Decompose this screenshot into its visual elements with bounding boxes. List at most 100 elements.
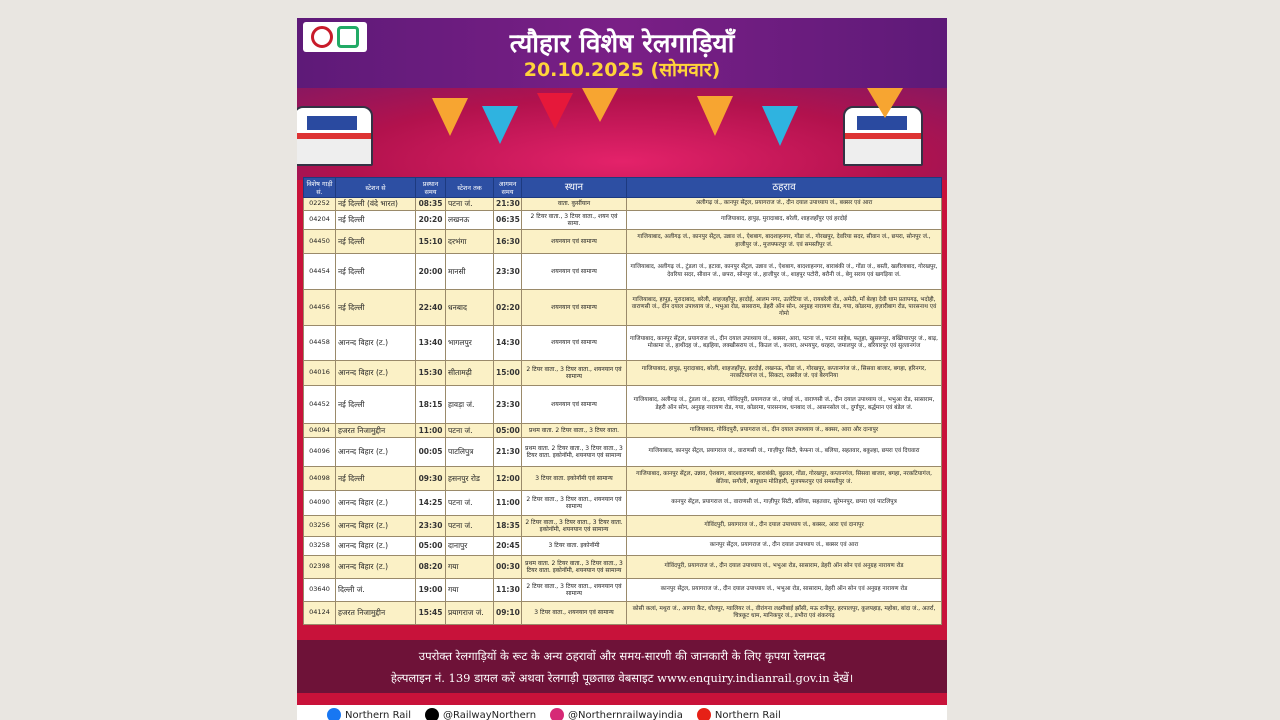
train-number-cell: 04094: [303, 423, 336, 438]
festival-special-trains-poster: त्यौहार विशेष रेलगाड़ियाँ 20.10.2025 (सो…: [297, 18, 947, 720]
from-station-cell: नई दिल्ली: [335, 210, 416, 230]
column-header: स्थान: [521, 177, 627, 198]
column-header: आगमन समय: [493, 177, 522, 198]
table-row: 04016 आनन्द विहार (ट.) 15:30 सीतामढ़ी 15:00 2…: [303, 360, 942, 386]
to-station-cell: पटना जं.: [445, 490, 494, 516]
from-station-cell: हजरत निजामुद्दीन: [335, 601, 416, 625]
to-station-cell: पटना जं.: [445, 423, 494, 438]
to-station-cell: पाटलिपुत्र: [445, 437, 494, 467]
from-station-cell: आनन्द विहार (ट.): [335, 490, 416, 516]
coach-class-cell: 2 टियर वाता., 3 टियर वाता., शयनयान एवं स…: [521, 360, 627, 386]
bunting-flag-icon: [762, 106, 798, 146]
arrival-time-cell: 16:30: [493, 229, 522, 254]
to-station-cell: पटना जं.: [445, 515, 494, 537]
departure-time-cell: 08:35: [415, 197, 446, 211]
stoppages-cell: गाजियाबाद, कानपुर सेंट्रल, उन्नाव, ऐशबाग…: [626, 466, 942, 491]
train-number-cell: 02398: [303, 555, 336, 579]
stoppages-cell: गाजियाबाद, हापुड़, मुरादाबाद, बरेली, शाह…: [626, 360, 942, 386]
arrival-time-cell: 11:30: [493, 578, 522, 602]
departure-time-cell: 09:30: [415, 466, 446, 491]
train-number-cell: 03640: [303, 578, 336, 602]
poster-title: त्यौहार विशेष रेलगाड़ियाँ: [509, 29, 735, 59]
coach-class-cell: 2 टियर वाता., 3 टियर वाता., शयनयान एवं स…: [521, 490, 627, 516]
departure-time-cell: 19:00: [415, 578, 446, 602]
arrival-time-cell: 05:00: [493, 423, 522, 438]
train-engine-left-icon: [297, 106, 373, 166]
train-number-cell: 02252: [303, 197, 336, 211]
table-row: 04456 नई दिल्ली 22:40 धनबाद 02:20 शयनयान एवं …: [303, 289, 942, 326]
departure-time-cell: 08:20: [415, 555, 446, 579]
column-header: स्टेशन से: [335, 177, 416, 198]
table-row: 02252 नई दिल्ली (वंदे भारत) 08:35 पटना जं. 2…: [303, 197, 942, 211]
stoppages-cell: गाजियाबाद, हापुड़, मुरादाबाद, बरेली, शाह…: [626, 289, 942, 326]
coach-class-cell: शयनयान एवं सामान्य: [521, 325, 627, 361]
table-row: 04094 हजरत निजामुद्दीन 11:00 पटना जं. 05:00 प…: [303, 423, 942, 438]
from-station-cell: नई दिल्ली (वंदे भारत): [335, 197, 416, 211]
arrival-time-cell: 23:30: [493, 385, 522, 424]
coach-class-cell: शयनयान एवं सामान्य: [521, 289, 627, 326]
to-station-cell: पटना जं.: [445, 197, 494, 211]
departure-time-cell: 20:00: [415, 253, 446, 290]
indian-railways-logo-icon: [311, 26, 333, 48]
bunting-flag-icon: [432, 98, 468, 136]
train-number-cell: 04454: [303, 253, 336, 290]
arrival-time-cell: 11:00: [493, 490, 522, 516]
stoppages-cell: गाजियाबाद, कानपुर सेंट्रल, प्रयागराज जं.…: [626, 437, 942, 467]
stoppages-cell: गोविंदपुरी, प्रयागराज जं., दीन दयाल उपाध…: [626, 555, 942, 579]
coach-class-cell: 3 टियर वाता. इकोनॉमी एवं सामान्य: [521, 466, 627, 491]
from-station-cell: आनन्द विहार (ट.): [335, 536, 416, 556]
departure-time-cell: 20:20: [415, 210, 446, 230]
social-link[interactable]: @Northernrailwayindia: [550, 708, 683, 720]
coach-class-cell: शयनयान एवं सामान्य: [521, 229, 627, 254]
social-link[interactable]: Northern Rail: [327, 708, 411, 720]
trains-table: विशेष गाड़ी सं. स्टेशन से प्रस्थान समय स्टे…: [303, 177, 942, 625]
to-station-cell: गया: [445, 555, 494, 579]
bunting-flag-icon: [537, 93, 573, 129]
to-station-cell: मानसी: [445, 253, 494, 290]
departure-time-cell: 14:25: [415, 490, 446, 516]
column-header: प्रस्थान समय: [415, 177, 446, 198]
table-row: 04450 नई दिल्ली 15:10 दरभंगा 16:30 शयनयान एवं…: [303, 229, 942, 254]
from-station-cell: आनन्द विहार (ट.): [335, 515, 416, 537]
table-row: 04454 नई दिल्ली 20:00 मानसी 23:30 शयनयान एवं …: [303, 253, 942, 290]
departure-time-cell: 15:45: [415, 601, 446, 625]
table-row: 03256 आनन्द विहार (ट.) 23:30 पटना जं. 18:35 2…: [303, 515, 942, 537]
g20-logo-icon: [337, 26, 359, 48]
from-station-cell: आनन्द विहार (ट.): [335, 555, 416, 579]
to-station-cell: सीतामढ़ी: [445, 360, 494, 386]
arrival-time-cell: 15:00: [493, 360, 522, 386]
coach-class-cell: 2 टियर वाता., 3 टियर वाता., शयनयान एवं स…: [521, 578, 627, 602]
table-row: 03258 आनन्द विहार (ट.) 05:00 दानापुर 20:45 3 …: [303, 536, 942, 556]
to-station-cell: दानापुर: [445, 536, 494, 556]
train-number-cell: 04456: [303, 289, 336, 326]
table-row: 04096 आनन्द विहार (ट.) 00:05 पाटलिपुत्र 21:3…: [303, 437, 942, 467]
bunting-flag-icon: [697, 96, 733, 136]
to-station-cell: हसनपुर रोड: [445, 466, 494, 491]
from-station-cell: नई दिल्ली: [335, 289, 416, 326]
stoppages-cell: गाजियाबाद, गोविंदपुरी, प्रयागराज जं., दी…: [626, 423, 942, 438]
from-station-cell: नई दिल्ली: [335, 253, 416, 290]
stoppages-cell: गाजियाबाद, अलीगढ़ जं., टुंडला जं., इटावा…: [626, 253, 942, 290]
train-number-cell: 04458: [303, 325, 336, 361]
departure-time-cell: 05:00: [415, 536, 446, 556]
arrival-time-cell: 20:45: [493, 536, 522, 556]
arrival-time-cell: 00:30: [493, 555, 522, 579]
to-station-cell: प्रयागराज जं.: [445, 601, 494, 625]
coach-class-cell: शयनयान एवं सामान्य: [521, 385, 627, 424]
departure-time-cell: 00:05: [415, 437, 446, 467]
train-number-cell: 03256: [303, 515, 336, 537]
from-station-cell: आनन्द विहार (ट.): [335, 360, 416, 386]
social-handle: Northern Rail: [714, 710, 781, 720]
column-header: ठहराव: [626, 177, 942, 198]
to-station-cell: भागलपुर: [445, 325, 494, 361]
social-link[interactable]: Northern Rail: [696, 708, 781, 720]
arrival-time-cell: 21:30: [493, 197, 522, 211]
table-row: 04090 आनन्द विहार (ट.) 14:25 पटना जं. 11:00 2…: [303, 490, 942, 516]
table-row: 04098 नई दिल्ली 09:30 हसनपुर रोड 12:00 3 टियर…: [303, 466, 942, 491]
stoppages-cell: कानपुर सेंट्रल, प्रयागराज जं., वाराणसी ज…: [626, 490, 942, 516]
table-row: 04124 हजरत निजामुद्दीन 15:45 प्रयागराज जं. 0…: [303, 601, 942, 625]
from-station-cell: नई दिल्ली: [335, 385, 416, 424]
instagram-icon: [550, 708, 565, 720]
social-link[interactable]: @RailwayNorthern: [425, 708, 536, 720]
arrival-time-cell: 12:00: [493, 466, 522, 491]
